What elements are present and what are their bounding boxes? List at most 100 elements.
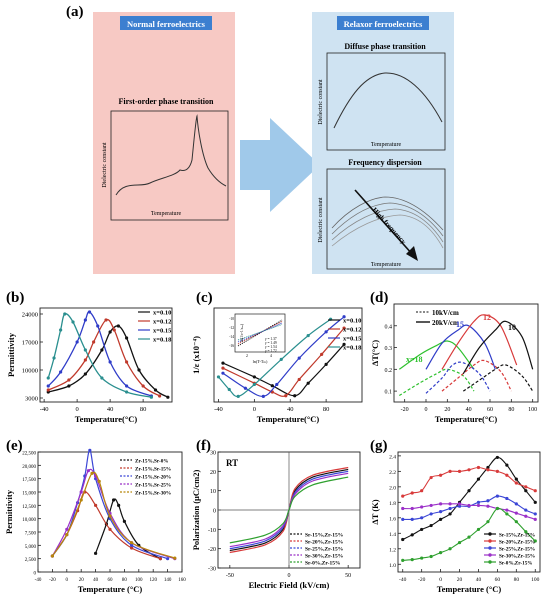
chart-g-point: [495, 494, 499, 498]
chart-b-point: [75, 340, 79, 344]
chart-g-point: [401, 494, 405, 498]
chart-f-series-line: [229, 476, 349, 544]
normal-plot-box: [110, 110, 229, 221]
chart-b-point: [116, 324, 120, 328]
chart-e-ytick-label: 15,000: [22, 492, 36, 497]
chart-c-frame: [213, 307, 363, 403]
chart-g-point: [439, 517, 443, 521]
dispersion-curve-2: [331, 202, 444, 237]
chart-e-point: [117, 503, 121, 507]
chart-e-point: [88, 448, 92, 452]
chart-g-xtick-label: -40: [399, 577, 407, 583]
chart-d-xtick-label: 20: [444, 407, 450, 413]
chart-g-point: [467, 489, 471, 493]
chart-g-point: [514, 481, 518, 485]
normal-xlabel: Temperature: [151, 211, 182, 217]
chart-g-point: [476, 500, 481, 504]
chart-e-xtick-label: 160: [178, 578, 186, 583]
chart-c-inset-legend: γ = 1.72: [265, 349, 277, 353]
chart-b-point: [87, 310, 92, 314]
high-frequency-arrow-line: [354, 189, 414, 256]
chart-b-point: [100, 348, 104, 352]
normal-ylabel: Dielectric constant: [102, 142, 108, 187]
chart-f-ytick-label: 10: [210, 489, 216, 495]
chart-g-legend-label: Sr-25%,Zr-15%: [499, 546, 535, 552]
chart-g-legend-marker: [488, 532, 492, 536]
chart-c-point: [216, 375, 221, 379]
chart-c-inset-legend: γ = 1.54: [265, 345, 277, 349]
chart-c-point: [252, 382, 256, 387]
chart-b-ytick-label: 17000: [22, 340, 38, 347]
chart-g-point: [524, 489, 528, 493]
chart-c-inset-xtick: 2: [246, 354, 248, 358]
panel-label-b: (b): [6, 290, 25, 306]
relaxor-ferroelectrics-header-bg: [337, 16, 429, 30]
chart-d-xlabel: Temperature(°C): [435, 414, 498, 424]
chart-f-xlabel: Electric Field (kV/cm): [249, 580, 330, 590]
chart-d-curve-annotation: 10: [508, 323, 516, 332]
chart-c-point: [306, 333, 310, 338]
chart-d-series-line: [425, 361, 491, 394]
chart-b-point: [100, 376, 104, 380]
chart-f-xtick-label: 0: [288, 573, 291, 579]
chart-c-inset-line: [237, 321, 283, 345]
chart-g-ylabel: ΔT (K): [370, 499, 380, 524]
chart-e-ytick-label: 12,500: [22, 505, 36, 510]
chart-d-frame: [393, 303, 539, 403]
chart-b-point: [141, 384, 145, 388]
chart-e-point: [86, 469, 90, 473]
chart-e-xlabel: Temperature (°C): [78, 584, 143, 594]
chart-g-point: [429, 523, 433, 528]
chart-g-point: [495, 455, 499, 460]
chart-b-point: [46, 388, 50, 392]
chart-g-xtick-label: 100: [531, 577, 540, 583]
chart-d-xtick-label: 0: [425, 407, 428, 413]
chart-b-point: [52, 356, 56, 360]
chart-e-point: [94, 551, 98, 555]
chart-g-point: [439, 510, 443, 514]
chart-e-series-line: [51, 471, 175, 559]
chart-g-legend-label: Sr-15%,Zr-15%: [499, 532, 535, 538]
chart-g-frame: [397, 451, 541, 573]
chart-b: -40 0 40 80 3000 10000 17000 24000 Temperature(°…: [6, 307, 173, 424]
chart-e-xtick-label: -40: [35, 578, 42, 583]
chart-g-point: [420, 527, 424, 532]
chart-e-point: [130, 541, 134, 545]
chart-c-inset-line: [237, 319, 283, 347]
chart-g-point: [514, 502, 518, 506]
chart-c-xlabel: Temperature(°C): [257, 414, 320, 424]
chart-f-ylabel: Polarization (μC/cm2): [191, 470, 201, 551]
chart-c-point: [279, 357, 283, 361]
chart-d-ytick-label: 0.4: [385, 324, 393, 330]
chart-g-point: [401, 558, 405, 562]
chart-d: -20 0 20 40 60 80 100 0.1 0.2 0.3 0.4 Temperature(°…: [370, 303, 539, 424]
chart-g-point: [514, 520, 518, 524]
chart-e: -40 -20 0 20 40 60 80 100 120 140 160 0 2,500 5,000 7,…: [4, 448, 186, 594]
chart-f-xtick-label: 50: [345, 573, 351, 579]
chart-b-xtick-label: 80: [140, 406, 147, 413]
chart-g-point: [410, 517, 414, 521]
chart-g-point: [524, 508, 528, 512]
normal-box-title: First-order phase transition: [119, 97, 215, 106]
chart-d-legend-label: 20kV/cm: [432, 319, 459, 327]
chart-f: -50 0 50 -30 -20 -10 0 10 20 30 Electric Field (kV…: [191, 451, 361, 590]
chart-g-point: [448, 469, 452, 473]
chart-g-xtick-label: 60: [495, 577, 501, 583]
chart-b-point: [104, 318, 108, 322]
chart-c-point: [261, 394, 265, 398]
chart-f-legend-label: Sr-20%,Zr-15%: [305, 539, 343, 545]
chart-g-point: [420, 556, 424, 560]
chart-b-point: [158, 394, 162, 398]
chart-e-xtick-label: 120: [149, 578, 157, 583]
chart-c-point: [284, 394, 288, 398]
chart-c-point: [342, 326, 346, 330]
chart-b-point: [59, 370, 63, 374]
chart-e-point: [112, 498, 116, 502]
chart-g-point: [457, 540, 462, 545]
chart-d-ytick-label: 0.2: [385, 368, 393, 374]
chart-c-xtick-label: 80: [323, 406, 330, 413]
chart-e-ytick-label: 7,500: [25, 532, 37, 537]
chart-e-ytick-label: 20,000: [22, 465, 36, 470]
chart-g-point: [486, 504, 490, 508]
chart-e-point: [79, 490, 83, 494]
